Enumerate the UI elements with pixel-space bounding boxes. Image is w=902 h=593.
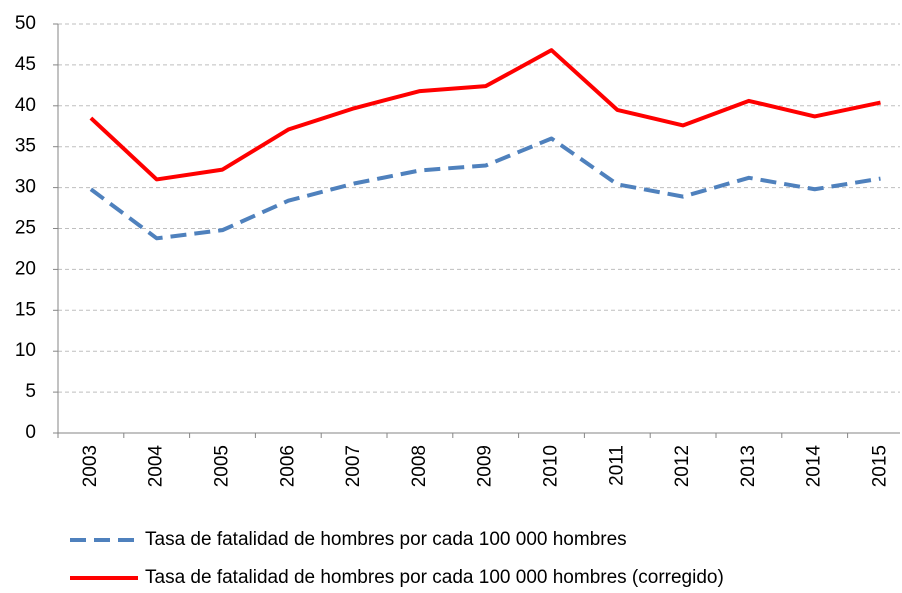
x-tick-label: 2008 bbox=[409, 445, 430, 487]
x-tick-label: 2006 bbox=[277, 445, 298, 487]
series-line bbox=[89, 136, 881, 241]
legend-label: Tasa de fatalidad de hombres por cada 10… bbox=[145, 567, 724, 588]
x-tick-label: 2007 bbox=[343, 445, 364, 487]
x-tick-label: 2003 bbox=[80, 445, 101, 487]
y-tick-label: 0 bbox=[25, 422, 36, 443]
y-tick-label: 10 bbox=[15, 340, 36, 361]
y-tick-label: 25 bbox=[15, 218, 36, 239]
x-tick-label: 2011 bbox=[606, 445, 627, 486]
y-tick-label: 15 bbox=[15, 299, 36, 320]
y-tick-label: 35 bbox=[15, 136, 36, 157]
x-tick-label: 2010 bbox=[541, 445, 562, 487]
x-tick-label: 2014 bbox=[804, 445, 825, 488]
y-tick-label: 20 bbox=[15, 258, 36, 279]
x-tick-label: 2005 bbox=[212, 445, 233, 487]
x-tick-label: 2013 bbox=[738, 445, 759, 487]
y-tick-label: 40 bbox=[15, 95, 36, 116]
y-tick-label: 45 bbox=[15, 54, 36, 75]
y-tick-label: 50 bbox=[15, 13, 36, 34]
y-tick-label: 30 bbox=[15, 177, 36, 198]
x-tick-label: 2015 bbox=[870, 445, 891, 487]
legend-label: Tasa de fatalidad de hombres por cada 10… bbox=[145, 529, 627, 550]
x-tick-label: 2009 bbox=[475, 445, 496, 487]
series-line bbox=[89, 48, 881, 182]
x-tick-label: 2004 bbox=[146, 445, 167, 488]
x-tick-label: 2012 bbox=[672, 445, 693, 487]
y-tick-label: 5 bbox=[25, 381, 36, 402]
